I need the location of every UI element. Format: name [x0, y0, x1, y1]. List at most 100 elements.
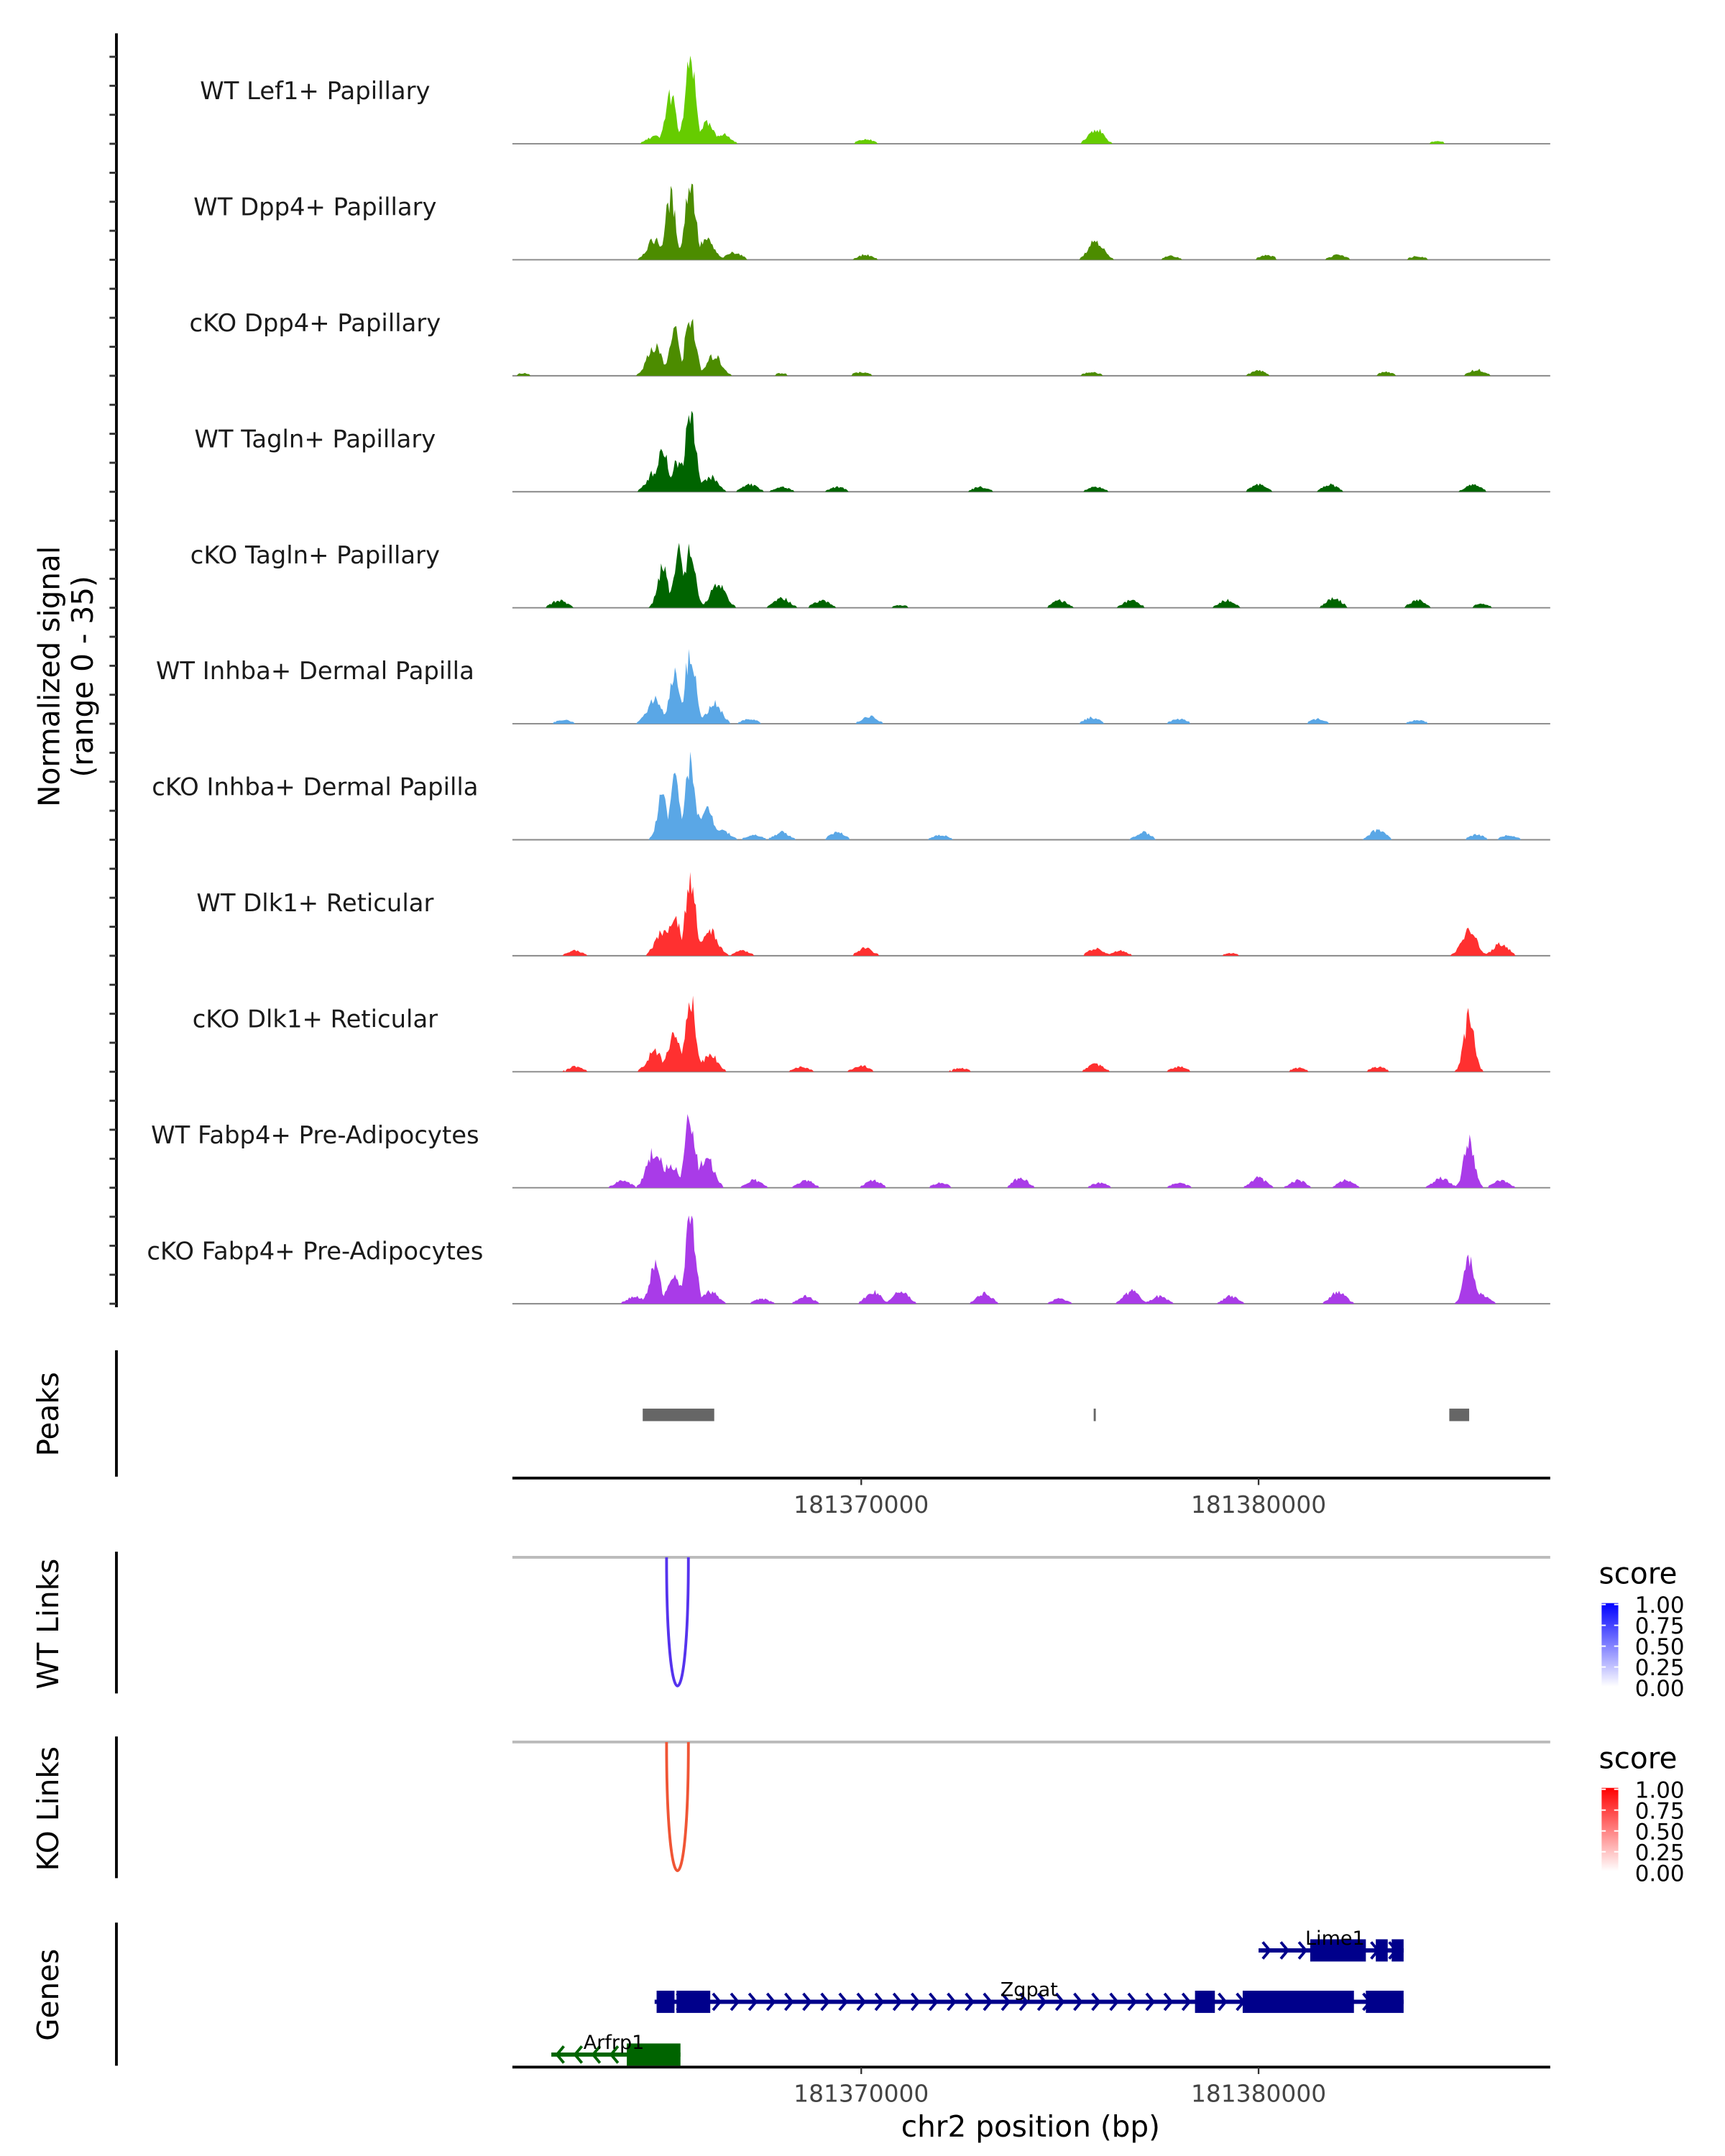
- y-axis-title: Normalized signal (range 0 - 35): [32, 546, 100, 807]
- track-label: WT Dpp4+ Papillary: [193, 193, 436, 221]
- gene-name-label: Zgpat: [1000, 1979, 1058, 2001]
- signal-track: WT Tagln+ Papillary: [109, 403, 1550, 493]
- links-track-label: WT Links: [31, 1559, 65, 1690]
- strand-arrow-icon: [874, 1992, 885, 2012]
- legend-tick-label: 0.00: [1635, 1861, 1685, 1886]
- legend-tick-label: 0.75: [1635, 1798, 1685, 1824]
- strand-arrow-icon: [1018, 1992, 1029, 2012]
- strand-arrow-icon: [730, 1992, 740, 2012]
- signal-track: cKO Inhba+ Dermal Papilla: [109, 751, 1550, 841]
- gene-exon: [676, 1990, 711, 2013]
- track-label: WT Fabp4+ Pre-Adipocytes: [151, 1121, 479, 1149]
- strand-arrow-icon: [1000, 1992, 1011, 2012]
- strand-arrow-icon: [838, 1992, 849, 2012]
- signal-area: [512, 543, 1550, 608]
- gene-exon: [1392, 1939, 1404, 1962]
- peaks-track-label: Peaks: [31, 1372, 65, 1456]
- signal-area: [512, 995, 1550, 1072]
- gene-exon: [627, 2043, 681, 2066]
- track-label: cKO Inhba+ Dermal Papilla: [152, 773, 478, 801]
- strand-arrow-icon: [856, 1992, 867, 2012]
- strand-arrow-icon: [910, 1992, 921, 2012]
- signal-tracks: WT Lef1+ Papillary WT Dpp4+ Papillary cKO …: [109, 33, 1550, 1307]
- legend-colorbar: [1601, 1787, 1619, 1871]
- strand-arrow-icon: [1109, 1992, 1119, 2012]
- x-tick-label: 181380000: [1191, 1491, 1326, 1519]
- strand-arrow-icon: [573, 2045, 584, 2064]
- gene-exon: [1310, 1939, 1366, 1962]
- legend-tick-label: 0.75: [1635, 1613, 1685, 1639]
- legend-tick-label: 1.00: [1635, 1777, 1685, 1803]
- signal-area: [512, 649, 1550, 724]
- track-label: cKO Dlk1+ Reticular: [193, 1005, 438, 1033]
- link-arc: [665, 1741, 690, 1872]
- signal-track: WT Dpp4+ Papillary: [109, 171, 1550, 261]
- y-axis-title-line1: Normalized signal: [32, 546, 67, 807]
- signal-track: WT Inhba+ Dermal Papilla: [109, 635, 1550, 725]
- x-tick-label: 181380000: [1191, 2080, 1326, 2108]
- signal-area: [512, 1215, 1550, 1304]
- strand-arrow-icon: [1261, 1941, 1272, 1960]
- signal-track: cKO Dpp4+ Papillary: [109, 287, 1550, 377]
- legend-title: score: [1598, 1741, 1677, 1776]
- signal-area: [512, 751, 1550, 840]
- strand-arrow-icon: [1297, 1941, 1308, 1960]
- gene-model: Arfrp1: [551, 2032, 681, 2066]
- strand-arrow-icon: [1279, 1941, 1290, 1960]
- signal-area: [512, 183, 1550, 260]
- legend-tick-label: 0.25: [1635, 1655, 1685, 1681]
- strand-arrow-icon: [784, 1992, 794, 2012]
- track-label: WT Inhba+ Dermal Papilla: [156, 657, 474, 685]
- gene-name-label: Lime1: [1305, 1927, 1365, 1950]
- x-axis-title: chr2 position (bp): [901, 2109, 1160, 2144]
- gene-name-label: Arfrp1: [584, 2032, 645, 2054]
- legend-tick-label: 1.00: [1635, 1593, 1685, 1618]
- peaks-track: Peaks: [31, 1350, 1470, 1477]
- strand-arrow-icon: [1091, 1992, 1101, 2012]
- x-axis-top: 181370000 181380000: [512, 1476, 1550, 1519]
- track-label: cKO Fabp4+ Pre-Adipocytes: [147, 1237, 483, 1265]
- signal-track: WT Lef1+ Papillary: [109, 55, 1550, 145]
- peak-region: [643, 1409, 714, 1422]
- strand-arrow-icon: [1181, 1992, 1192, 2012]
- strand-arrow-icon: [820, 1992, 830, 2012]
- strand-arrow-icon: [947, 1992, 957, 2012]
- legend-tick-label: 0.50: [1635, 1819, 1685, 1845]
- x-tick-label: 181370000: [794, 1491, 929, 1519]
- signal-area: [512, 410, 1550, 492]
- peak-region: [1093, 1409, 1096, 1422]
- links-track-label: KO Links: [31, 1746, 65, 1871]
- track-label: WT Dlk1+ Reticular: [196, 889, 433, 917]
- legend-tick-label: 0.00: [1635, 1676, 1685, 1702]
- strand-arrow-icon: [983, 1992, 993, 2012]
- gene-exon: [656, 1990, 675, 2013]
- strand-arrow-icon: [1163, 1992, 1174, 2012]
- signal-track: WT Dlk1+ Reticular: [109, 867, 1550, 957]
- strand-arrow-icon: [1073, 1992, 1083, 2012]
- x-axis-bottom: 181370000 181380000: [512, 2065, 1550, 2108]
- track-label: WT Lef1+ Papillary: [200, 77, 430, 105]
- signal-track: cKO Fabp4+ Pre-Adipocytes: [109, 1215, 1550, 1305]
- strand-arrow-icon: [929, 1992, 939, 2012]
- x-tick-label: 181370000: [794, 2080, 929, 2108]
- strand-arrow-icon: [555, 2045, 565, 2064]
- track-label: WT Tagln+ Papillary: [194, 425, 436, 453]
- signal-area: [512, 318, 1550, 376]
- signal-area: [512, 872, 1550, 956]
- signal-area: [512, 1114, 1550, 1188]
- strand-arrow-icon: [892, 1992, 903, 2012]
- gene-exon: [1376, 1939, 1388, 1962]
- signal-track: WT Fabp4+ Pre-Adipocytes: [109, 1100, 1550, 1189]
- gene-model: Lime1: [1259, 1927, 1404, 1962]
- strand-arrow-icon: [712, 1992, 722, 2012]
- strand-arrow-icon: [1054, 1992, 1065, 2012]
- strand-arrow-icon: [965, 1992, 975, 2012]
- strand-arrow-icon: [591, 2045, 602, 2064]
- gene-exon: [1195, 1990, 1215, 2013]
